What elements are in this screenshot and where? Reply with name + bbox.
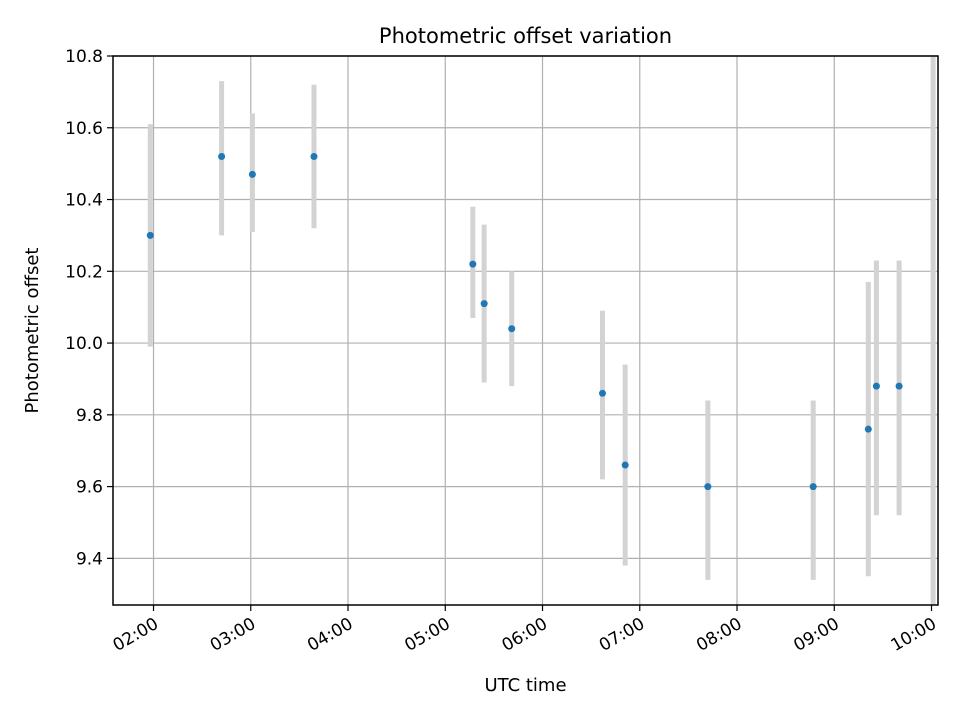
data-point <box>598 389 606 397</box>
x-axis-label: UTC time <box>484 675 566 696</box>
x-tick-label: 07:00 <box>596 614 648 656</box>
x-tick-label: 06:00 <box>499 614 551 656</box>
data-point <box>146 231 154 239</box>
data-point <box>864 425 872 433</box>
data-point <box>508 325 516 333</box>
y-tick-label: 10.6 <box>65 119 103 139</box>
data-point <box>469 260 477 268</box>
y-tick-label: 10.8 <box>65 47 103 67</box>
x-tick-label: 04:00 <box>304 614 356 656</box>
x-tick-label: 02:00 <box>110 614 162 656</box>
data-point <box>480 300 488 308</box>
x-tick-label: 03:00 <box>207 614 259 656</box>
x-tick-label: 05:00 <box>401 614 453 656</box>
data-point <box>248 170 256 178</box>
data-point <box>872 382 880 390</box>
y-tick-label: 9.6 <box>76 478 103 498</box>
y-tick-label: 10.0 <box>65 334 103 354</box>
data-points <box>146 152 903 491</box>
y-tick-label: 10.4 <box>65 191 103 211</box>
data-point <box>809 483 817 491</box>
data-point <box>218 152 226 160</box>
axis-ticks: 02:00 03:00 04:00 05:00 06:00 07:00 08:00 09:00… <box>65 47 940 656</box>
data-point <box>310 152 318 160</box>
chart-title: Photometric offset variation <box>379 24 672 48</box>
y-tick-label: 10.2 <box>65 262 103 282</box>
y-tick-label: 9.8 <box>76 406 103 426</box>
x-tick-label: 10:00 <box>888 614 940 656</box>
y-tick-label: 9.4 <box>76 549 103 569</box>
x-tick-label: 09:00 <box>790 614 842 656</box>
plot-frame <box>112 55 939 606</box>
x-tick-label: 08:00 <box>693 614 745 656</box>
y-axis-label: Photometric offset <box>22 248 43 414</box>
data-point <box>621 461 629 469</box>
data-point <box>704 483 712 491</box>
data-point <box>895 382 903 390</box>
error-bars <box>147 56 936 605</box>
